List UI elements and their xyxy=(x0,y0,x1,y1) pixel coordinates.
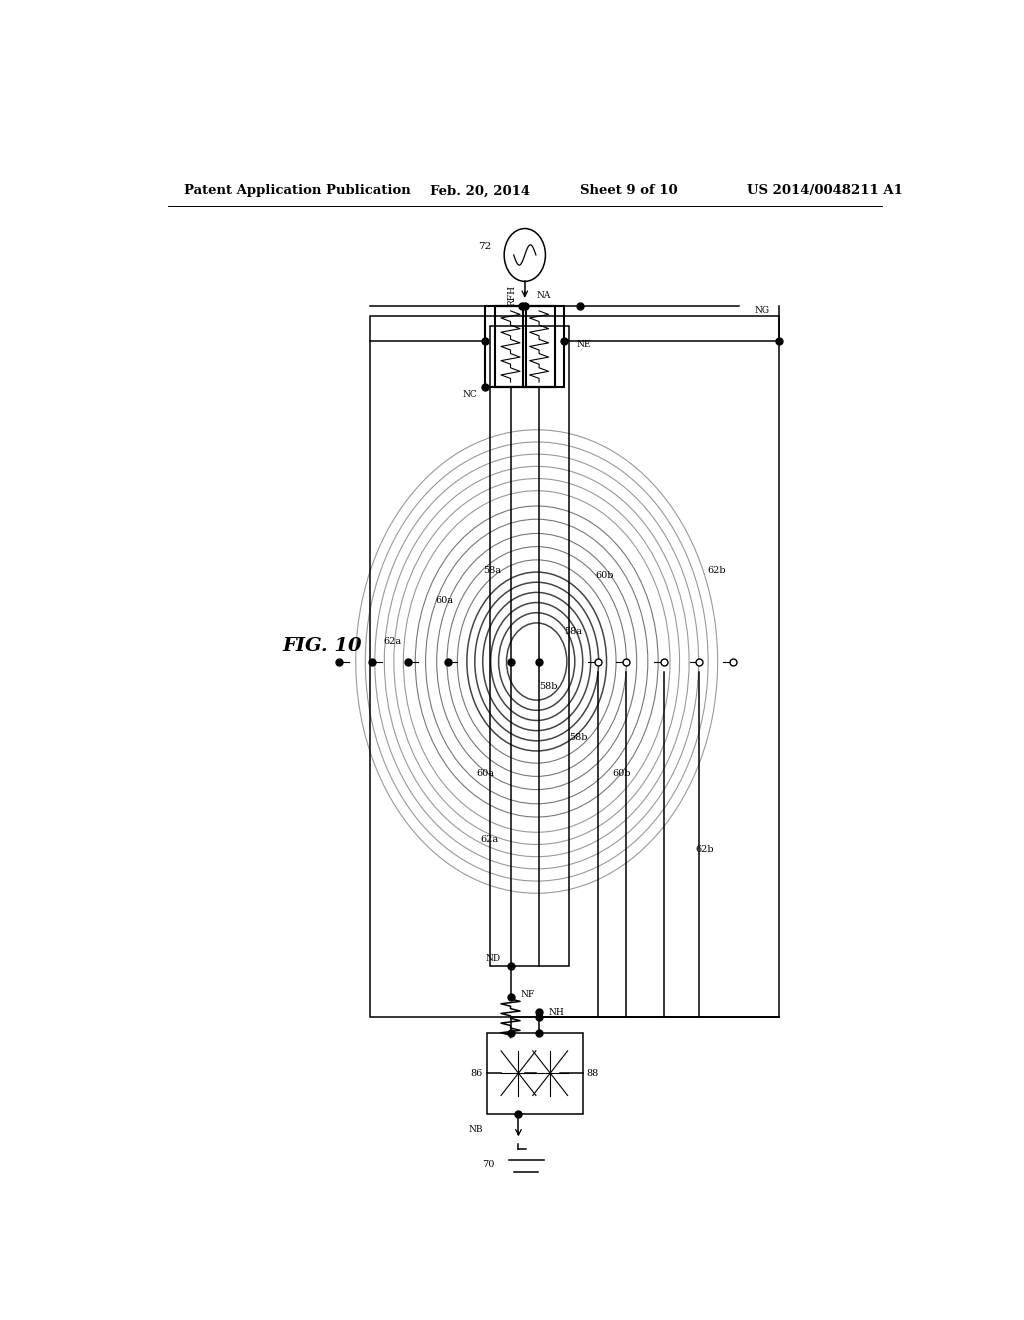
Text: Patent Application Publication: Patent Application Publication xyxy=(183,185,411,198)
Text: Feb. 20, 2014: Feb. 20, 2014 xyxy=(430,185,529,198)
Text: NE: NE xyxy=(577,341,591,348)
Bar xyxy=(489,326,569,966)
Text: 70: 70 xyxy=(482,1160,495,1170)
Text: NG: NG xyxy=(755,306,770,315)
Text: 62a: 62a xyxy=(480,834,498,843)
Bar xyxy=(485,306,564,387)
Text: 58b: 58b xyxy=(540,682,558,692)
Text: 86: 86 xyxy=(470,1069,482,1077)
Text: NB: NB xyxy=(468,1125,482,1134)
Text: 62b: 62b xyxy=(695,845,714,854)
Text: 58b: 58b xyxy=(568,733,587,742)
Text: 58a: 58a xyxy=(483,565,502,574)
Text: NA: NA xyxy=(537,292,551,300)
Bar xyxy=(495,306,526,387)
Text: 62b: 62b xyxy=(708,565,726,574)
Text: Sheet 9 of 10: Sheet 9 of 10 xyxy=(581,185,678,198)
Text: 58a: 58a xyxy=(564,627,583,635)
Text: FIG. 10: FIG. 10 xyxy=(283,638,362,655)
Text: NH: NH xyxy=(549,1007,564,1016)
Text: 88: 88 xyxy=(587,1069,599,1077)
Text: 60b: 60b xyxy=(595,570,613,579)
Text: RFH: RFH xyxy=(508,285,517,306)
Text: NC: NC xyxy=(463,389,477,399)
Text: ND: ND xyxy=(485,954,501,962)
Text: US 2014/0048211 A1: US 2014/0048211 A1 xyxy=(748,185,903,198)
Bar xyxy=(370,315,778,1018)
Text: 60a: 60a xyxy=(476,768,495,777)
Text: 60a: 60a xyxy=(435,597,454,605)
Bar xyxy=(523,306,555,387)
Text: 62a: 62a xyxy=(384,636,401,645)
Bar xyxy=(486,1032,583,1114)
Text: 72: 72 xyxy=(478,243,492,251)
Text: NF: NF xyxy=(520,990,535,999)
Text: 60b: 60b xyxy=(612,768,631,777)
